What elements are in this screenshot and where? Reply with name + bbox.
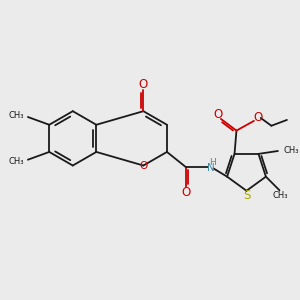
Text: N: N <box>207 164 214 173</box>
Text: CH₃: CH₃ <box>273 190 288 200</box>
Text: O: O <box>213 108 223 121</box>
Text: O: O <box>253 110 262 124</box>
Text: CH₃: CH₃ <box>284 146 299 155</box>
Text: O: O <box>139 160 148 170</box>
Text: CH₃: CH₃ <box>8 111 24 120</box>
Text: O: O <box>139 79 148 92</box>
Text: CH₃: CH₃ <box>8 157 24 166</box>
Text: S: S <box>243 189 250 202</box>
Text: O: O <box>182 186 191 199</box>
Text: H: H <box>210 158 216 167</box>
